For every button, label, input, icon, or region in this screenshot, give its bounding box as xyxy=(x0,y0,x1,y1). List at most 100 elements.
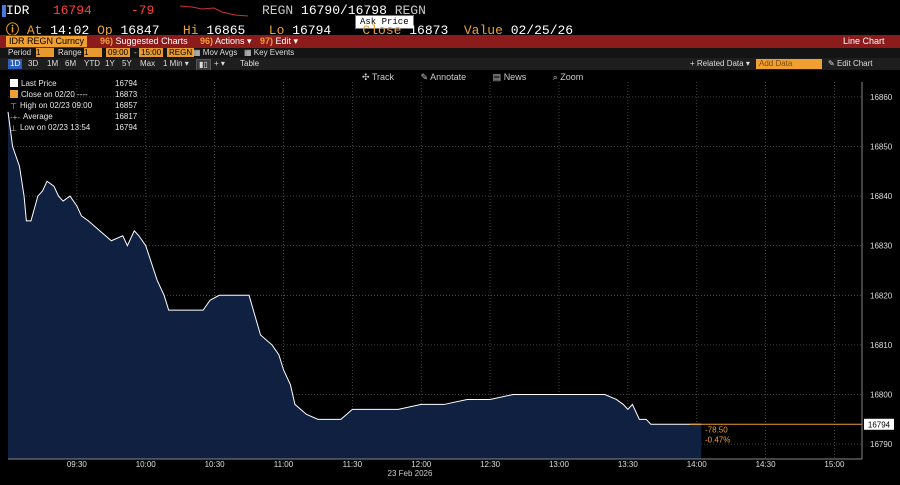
x-tick-label: 09:30 xyxy=(67,460,88,469)
ticker-symbol[interactable]: IDR xyxy=(6,3,30,18)
low-value: 16794 xyxy=(292,23,332,38)
bid-ask-source: REGN xyxy=(394,3,426,18)
chart-tools: ✣ Track ✎ Annotate ▤ News ⌕ Zoom xyxy=(362,72,607,83)
actions-menu[interactable]: 96) Actions ▾ xyxy=(200,36,252,46)
legend-last-price[interactable]: Last Price 16794 xyxy=(10,78,137,89)
command-bar: IDR REGN Curncy 96) Suggested Charts 96)… xyxy=(0,35,900,48)
period-5y[interactable]: 5Y xyxy=(122,59,132,68)
close-value: 16873 xyxy=(409,23,449,38)
x-tick-label: 10:30 xyxy=(205,460,226,469)
grid-lines xyxy=(8,82,862,459)
y-tick-label: 16860 xyxy=(870,93,893,102)
stats-row: ⓘ At 14:02 Op 16847 Hi 16865 Lo 16794 Cl… xyxy=(6,19,573,38)
value-label: Value xyxy=(463,23,503,38)
y-tick-label: 16820 xyxy=(870,291,893,300)
edit-menu[interactable]: 97) Edit ▾ xyxy=(260,36,299,46)
zoom-tool[interactable]: ⌕ Zoom xyxy=(552,72,584,82)
period-3d[interactable]: 3D xyxy=(28,59,39,68)
y-tick-label: 16810 xyxy=(870,341,893,350)
period-6m[interactable]: 6M xyxy=(65,59,77,68)
suggested-charts-button[interactable]: 96) Suggested Charts xyxy=(100,36,188,46)
ask-price: 16798 xyxy=(347,3,387,18)
range-start-field[interactable]: 09:00 xyxy=(106,48,131,57)
y-axis-labels: 16790 16800 16810 16820 16830 16840 16850 16860 xyxy=(870,93,893,449)
sparkline xyxy=(180,5,249,17)
table-button[interactable]: Table xyxy=(240,59,260,68)
y-tick-label: 16790 xyxy=(870,440,893,449)
op-label: Op xyxy=(97,23,113,38)
x-tick-label: 14:00 xyxy=(687,460,708,469)
range-toolbar: Period 1 Range 1 09:00 - 15:00 REGN ▦ Mo… xyxy=(0,48,900,58)
source-field[interactable]: REGN xyxy=(167,48,195,57)
y-tick-label: 16830 xyxy=(870,242,893,251)
high-value: 16865 xyxy=(206,23,246,38)
x-axis-title: 23 Feb 2026 xyxy=(388,469,433,478)
y-tick-label: 16850 xyxy=(870,142,893,151)
x-tick-label: 13:30 xyxy=(618,460,639,469)
range-end-field[interactable]: 15:00 xyxy=(139,48,164,57)
related-data-button[interactable]: + Related Data ▾ xyxy=(690,59,750,68)
add-data-input[interactable]: Add Data xyxy=(756,59,822,69)
track-tool[interactable]: ✣ Track xyxy=(362,72,395,82)
x-tick-label: 13:00 xyxy=(549,460,570,469)
open-value: 16847 xyxy=(120,23,160,38)
ask-price-tooltip: Ask Price xyxy=(355,15,414,29)
mov-avgs-toggle[interactable]: ▦ Mov Avgs xyxy=(193,48,238,57)
end-pct-label: -0.47% xyxy=(705,435,730,444)
period-ytd[interactable]: YTD xyxy=(84,59,100,68)
range-period-field[interactable]: 1 xyxy=(84,48,102,57)
range-label: Range xyxy=(58,48,82,57)
average-marker-icon: -+- xyxy=(10,113,20,122)
period-1y[interactable]: 1Y xyxy=(105,59,115,68)
ticker-header: IDR 16794 -79 REGN 16790/16798 REGN Ask … xyxy=(0,0,900,38)
period-toolbar: 1D 3D 1M 6M YTD 1Y 5Y Max 1 Min ▾ ▮▯ + ▾… xyxy=(0,58,900,71)
close-label: Close xyxy=(362,23,402,38)
interval-select[interactable]: 1 Min ▾ xyxy=(163,59,189,68)
info-icon[interactable]: ⓘ xyxy=(6,23,20,38)
y-tick-label: 16800 xyxy=(870,391,893,400)
x-tick-label: 12:00 xyxy=(411,460,432,469)
period-1d[interactable]: 1D xyxy=(8,59,23,69)
x-tick-label: 11:30 xyxy=(343,460,363,469)
bid-ask: REGN 16790/16798 REGN xyxy=(262,3,426,18)
bid-price: 16790 xyxy=(301,3,341,18)
chart-type-label: Line Chart xyxy=(843,36,885,46)
hi-label: Hi xyxy=(182,23,199,38)
legend-swatch xyxy=(10,90,18,98)
news-tool[interactable]: ▤ News xyxy=(492,72,527,82)
end-change-label: -78.50 xyxy=(705,425,728,434)
x-tick-label: 12:30 xyxy=(480,460,501,469)
ticker-marker xyxy=(2,5,6,17)
price-chart[interactable]: 16790 16800 16810 16820 16830 16840 16850 16860… xyxy=(0,70,900,485)
net-change: -79 xyxy=(130,3,155,18)
last-price-line xyxy=(7,111,702,425)
legend-average[interactable]: -+- Average 16817 xyxy=(10,112,138,122)
low-marker-icon: ⊥ xyxy=(10,124,17,133)
period-max[interactable]: Max xyxy=(140,59,156,68)
edit-chart-button[interactable]: ✎ Edit Chart xyxy=(828,59,873,68)
high-marker-icon: ⊤ xyxy=(10,102,17,111)
x-tick-label: 11:00 xyxy=(274,460,294,469)
x-tick-label: 10:00 xyxy=(136,460,157,469)
key-events-toggle[interactable]: ▦ Key Events xyxy=(244,48,295,57)
chart-legend: Last Price 16794 Close on 02/20 ---- 16873… xyxy=(10,78,138,133)
legend-high[interactable]: ⊤ High on 02/23 09:00 16857 xyxy=(10,101,138,111)
period-value-field[interactable]: 1 xyxy=(36,48,54,57)
legend-low[interactable]: ⊥ Low on 02/23 13:54 16794 xyxy=(10,123,138,133)
annotate-tool[interactable]: ✎ Annotate xyxy=(420,72,467,82)
period-label: Period xyxy=(8,48,32,57)
lo-label: Lo xyxy=(268,23,285,38)
value-date: 02/25/26 xyxy=(510,23,574,38)
security-field[interactable]: IDR REGN Curncy xyxy=(6,36,88,47)
x-axis-labels: 09:30 10:00 10:30 11:00 11:30 12:00 12:30 13:00… xyxy=(67,460,845,469)
drawing-tools-dropdown[interactable]: + ▾ xyxy=(214,59,225,68)
bid-ask-label: REGN xyxy=(262,3,294,18)
quote-row: IDR 16794 -79 xyxy=(6,3,154,18)
last-price-tag-text: 16794 xyxy=(868,420,891,429)
legend-close[interactable]: Close on 02/20 ---- 16873 xyxy=(10,89,137,100)
period-1m[interactable]: 1M xyxy=(47,59,59,68)
last-price: 16794 xyxy=(52,3,92,18)
x-tick-label: 15:00 xyxy=(824,460,845,469)
last-price-tag xyxy=(864,418,894,430)
y-tick-label: 16840 xyxy=(870,192,893,201)
